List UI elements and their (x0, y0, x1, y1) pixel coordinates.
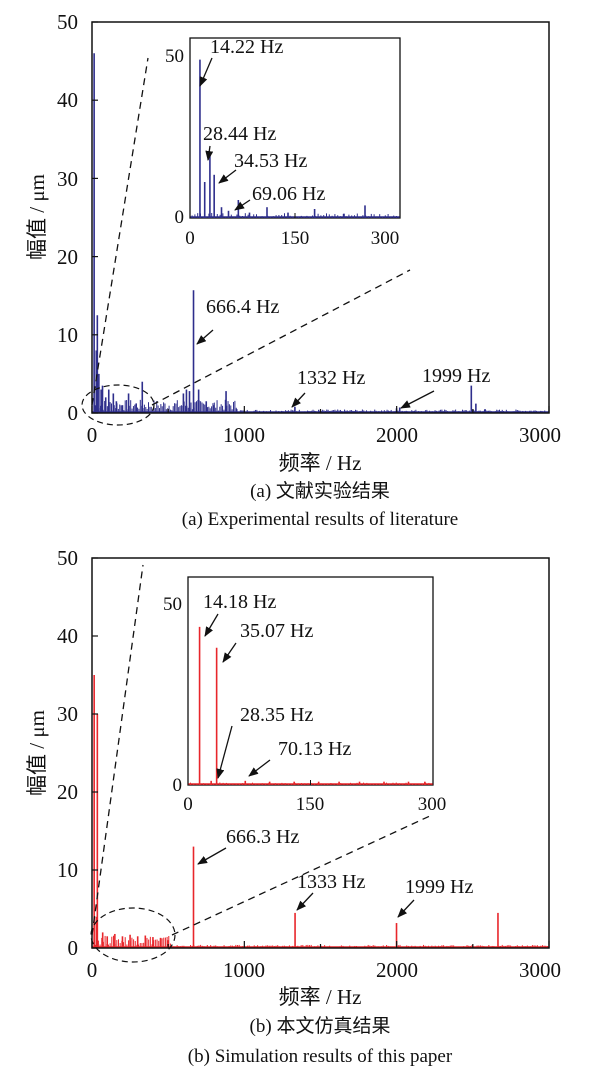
chart-b-inset-peaks (187, 626, 434, 785)
chart-b-ytick-label: 40 (57, 624, 78, 648)
chart-b-ytick-label: 20 (57, 780, 78, 804)
chart-a-inset-annotation-arrow (205, 145, 214, 161)
chart-a-xtick-label: 1000 (223, 423, 265, 447)
chart-a-noise (94, 399, 550, 413)
chart-a-ytick-label: 10 (57, 323, 78, 347)
chart-b-xtick-label: 1000 (223, 958, 265, 982)
chart-b-inset-xtick-label: 150 (296, 794, 325, 815)
chart-b-inset-annotation-arrow (248, 759, 271, 777)
chart-a-inset-annotation-label: 69.06 Hz (252, 183, 325, 205)
chart-b-inset-ytick-label: 50 (163, 594, 182, 615)
chart-b-annotation-arrow (197, 847, 227, 865)
chart-b-inset-xtick-label: 300 (418, 794, 447, 815)
chart-a-annotation-label: 1332 Hz (297, 367, 365, 389)
chart-b-annotation-arrow (296, 892, 314, 911)
chart-b-inset: 0 50 0 150 300 14.18 Hz 35.07 Hz 28.35 H… (163, 576, 447, 815)
chart-b-inset-annotation-label: 14.18 Hz (203, 591, 276, 613)
chart-b-inset-annotation-arrow (204, 613, 219, 637)
chart-b-inset-annotation-arrow (222, 642, 237, 663)
chart-b-zoom-line (91, 564, 144, 936)
chart-a-ytick-label: 40 (57, 88, 78, 112)
chart-b-annotation-label: 1999 Hz (405, 876, 473, 898)
chart-a-xtick-label: 3000 (519, 423, 561, 447)
chart-a-annotation-arrow (291, 392, 306, 408)
chart-b-inset-annotation-label: 70.13 Hz (278, 738, 351, 760)
chart-a-inset-ytick-label: 50 (165, 46, 184, 67)
chart-a-xtick-label: 0 (87, 423, 98, 447)
chart-b-inset-annotation-arrow (216, 725, 233, 779)
chart-a-inset-xtick-label: 300 (371, 228, 400, 249)
chart-a-caption-cn: (a) 文献实验结果 (250, 480, 390, 502)
chart-a-inset-annotation-label: 34.53 Hz (234, 150, 307, 172)
chart-b-xtick-label: 3000 (519, 958, 561, 982)
chart-a-inset-annotation-arrow (199, 57, 213, 87)
chart-b-ytick-label: 30 (57, 702, 78, 726)
chart-a-zoom-line (151, 269, 411, 406)
chart-b-caption-cn: (b) 本文仿真结果 (250, 1015, 391, 1037)
chart-a-inset-ytick-label: 0 (175, 207, 185, 228)
chart-a-inset-xtick-label: 150 (281, 228, 310, 249)
chart-a-ytick-label: 20 (57, 245, 78, 269)
chart-b-annotation-label: 666.3 Hz (226, 826, 299, 848)
chart-a-inset-annotation-label: 14.22 Hz (210, 36, 283, 58)
chart-a-annotation-arrow (196, 329, 214, 345)
chart-b-ytick-label: 0 (68, 936, 79, 960)
chart-a-annotation-label: 1999 Hz (422, 365, 490, 387)
chart-b-xtick-label: 2000 (376, 958, 418, 982)
chart-a-zoom-ellipse (81, 384, 155, 426)
chart-b-annotation-arrow (397, 899, 415, 918)
chart-a-inset-annotation-arrow (234, 199, 251, 211)
chart-a-inset-xtick-label: 0 (185, 228, 195, 249)
chart-a-inset-peaks (189, 59, 401, 218)
chart-b-inset-annotation-label: 35.07 Hz (240, 620, 313, 642)
chart-b-inset-frame (187, 576, 434, 786)
chart-b-caption-en: (b) Simulation results of this paper (188, 1046, 453, 1067)
chart-b: 0 10 20 30 40 50 0 1000 2000 3000 幅值 / μ… (25, 546, 561, 1067)
chart-a-zoom-line (91, 57, 149, 406)
chart-a-ylabel: 幅值 / μm (25, 174, 49, 260)
chart-a-ytick-label: 30 (57, 167, 78, 191)
chart-b-y-ticks (92, 557, 98, 949)
chart-a-inset-annotation-label: 28.44 Hz (203, 123, 276, 145)
chart-b-x-ticks (91, 941, 550, 948)
chart-a-inset-frame (189, 37, 401, 219)
chart-b-inset-annotation-label: 28.35 Hz (240, 704, 313, 726)
chart-b-inset-ytick-label: 0 (173, 775, 183, 796)
chart-b-zoom-ellipse (90, 907, 176, 963)
chart-b-xtick-label: 0 (87, 958, 98, 982)
chart-b-xlabel: 频率 / Hz (279, 985, 362, 1009)
chart-b-noise (94, 935, 548, 948)
chart-a-caption-en: (a) Experimental results of literature (182, 509, 458, 530)
chart-a-x-ticks (91, 406, 550, 413)
chart-b-ytick-label: 50 (57, 546, 78, 570)
chart-a: 0 10 20 30 40 50 0 1000 2000 3000 幅值 / μ… (25, 10, 561, 530)
chart-a-inset: 0 50 0 150 300 14.22 Hz 28.44 Hz 34.53 H… (165, 36, 401, 249)
chart-b-ylabel: 幅值 / μm (25, 710, 49, 796)
chart-a-xtick-label: 2000 (376, 423, 418, 447)
chart-a-ytick-label: 0 (68, 401, 79, 425)
chart-a-inset-annotation-arrow (218, 169, 237, 184)
chart-a-annotation-arrow (400, 390, 435, 409)
chart-b-ytick-label: 10 (57, 858, 78, 882)
chart-a-ytick-label: 50 (57, 10, 78, 34)
chart-a-annotation-label: 666.4 Hz (206, 296, 279, 318)
chart-b-inset-xtick-label: 0 (183, 794, 193, 815)
chart-b-annotation-label: 1333 Hz (297, 871, 365, 893)
chart-a-y-ticks (92, 21, 98, 414)
chart-a-xlabel: 频率 / Hz (279, 451, 362, 475)
